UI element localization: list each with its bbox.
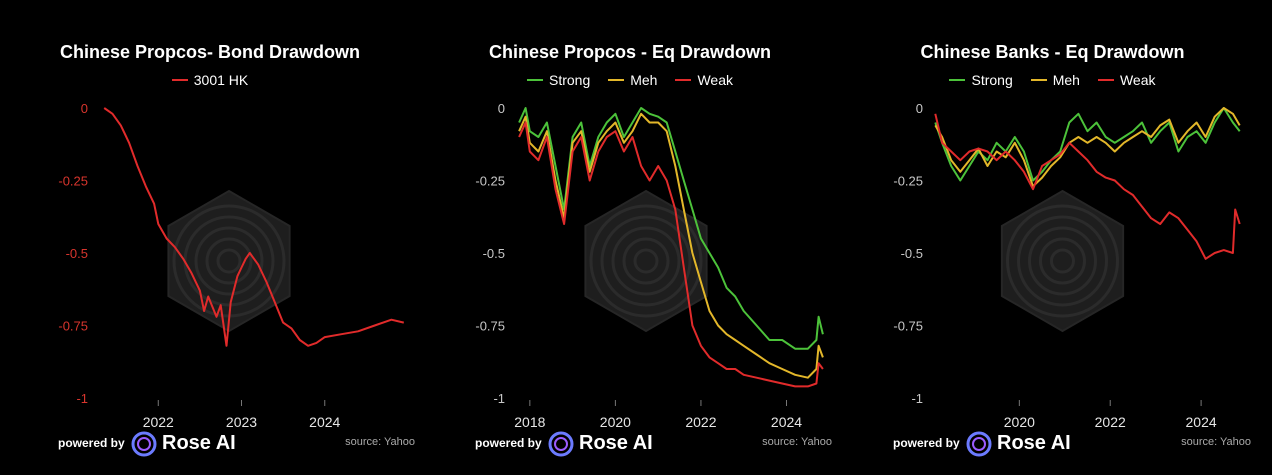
legend-swatch — [171, 79, 188, 81]
watermark-ring — [611, 226, 681, 296]
y-tick-label: -0.5 — [66, 246, 88, 261]
rose-ai-logo-icon — [131, 431, 157, 457]
legend-label: Strong — [548, 72, 591, 88]
legend-label: 3001 HK — [193, 72, 249, 88]
watermark-ring — [633, 248, 659, 274]
watermark-ring — [589, 204, 703, 318]
chart-footer: powered by Rose AI source: Yahoo — [475, 430, 832, 460]
x-tick-label: 2018 — [514, 414, 545, 430]
watermark-ring — [205, 237, 253, 285]
chart-title: Chinese Propcos - Eq Drawdown — [488, 42, 772, 62]
brand-name: Rose AI — [579, 432, 653, 454]
x-tick-label: 2023 — [226, 414, 257, 430]
watermark-ring — [622, 237, 670, 285]
x-tick-label: 2024 — [309, 414, 340, 430]
legend-label: Meh — [1052, 72, 1080, 88]
legend-swatch — [1030, 79, 1047, 81]
source-label: source: Yahoo — [762, 436, 832, 448]
legend-swatch — [675, 79, 692, 81]
x-tick-label: 2022 — [1095, 414, 1126, 430]
chart-title: Chinese Propcos- Bond Drawdown — [59, 42, 361, 62]
chart-plot: 0 -0.25 -0.5 -0.75 -1 2020 2022 2024 — [893, 101, 1241, 430]
series-line-weak — [518, 121, 824, 388]
series-line-weak — [934, 113, 1241, 260]
legend-item: Weak — [675, 72, 733, 88]
x-tick-label: 2024 — [1186, 414, 1217, 430]
source-label: source: Yahoo — [345, 436, 415, 448]
chart-panel-2: Chinese Propcos - Eq Drawdown Strong Meh… — [420, 0, 840, 475]
watermark-logo-icon — [1000, 189, 1125, 333]
watermark-ring — [600, 215, 692, 307]
x-tick-label: 2020 — [600, 414, 631, 430]
chart-legend: Strong Meh Weak — [420, 72, 840, 88]
legend-swatch — [526, 79, 543, 81]
legend-label: Meh — [630, 72, 658, 88]
y-tick-label: -0.5 — [483, 246, 505, 261]
brand-name: Rose AI — [162, 432, 236, 454]
powered-by-label: powered by — [475, 436, 542, 450]
powered-by-label: powered by — [58, 436, 125, 450]
series-line-strong — [934, 107, 1241, 182]
chart-panel-1: Chinese Propcos- Bond Drawdown 3001 HK 0… — [0, 0, 420, 475]
x-tick-label: 2024 — [771, 414, 802, 430]
rose-ai-logo-icon — [548, 431, 574, 457]
watermark-ring — [1039, 237, 1086, 285]
legend-label: Strong — [971, 72, 1013, 88]
legend-swatch — [949, 79, 966, 81]
y-tick-label: 0 — [498, 101, 505, 116]
source-label: source: Yahoo — [1181, 436, 1251, 448]
chart-footer: powered by Rose AI source: Yahoo — [58, 430, 415, 460]
x-tick-label: 2022 — [143, 414, 174, 430]
chart-plot: 0 -0.25 -0.5 -0.75 -1 2022 2023 2024 — [58, 101, 405, 430]
legend-label: Weak — [1119, 72, 1156, 88]
watermark-ring — [1017, 215, 1108, 307]
series-line-3001-hk — [103, 107, 405, 347]
chart-legend: 3001 HK — [0, 72, 420, 88]
x-tick-label: 2022 — [685, 414, 716, 430]
legend-swatch — [608, 79, 625, 81]
legend-item: Meh — [608, 72, 657, 88]
series-line-meh — [518, 112, 824, 379]
y-tick-label: -1 — [76, 391, 88, 406]
rose-ai-logo-icon — [966, 431, 992, 457]
legend-item: Weak — [1097, 72, 1156, 88]
y-tick-label: -0.75 — [475, 319, 505, 334]
legend-item: Strong — [526, 72, 591, 88]
watermark-logo-icon — [584, 189, 708, 333]
watermark-ring — [1028, 226, 1097, 296]
y-tick-label: -1 — [911, 391, 923, 406]
powered-by-label: powered by — [893, 436, 960, 450]
legend-item: Strong — [949, 72, 1013, 88]
y-tick-label: -0.25 — [58, 174, 88, 189]
chart-plot: 0 -0.25 -0.5 -0.75 -1 2018 2020 2022 2024 — [475, 101, 824, 430]
series-line-meh — [934, 107, 1241, 188]
chart-legend: Strong Meh Weak — [840, 72, 1265, 88]
y-tick-label: -0.75 — [893, 319, 923, 334]
chart-footer: powered by Rose AI source: Yahoo — [893, 430, 1251, 460]
watermark-ring — [1006, 204, 1119, 318]
chart-panel-3: Chinese Banks - Eq Drawdown Strong Meh W… — [840, 0, 1265, 475]
chart-title: Chinese Banks - Eq Drawdown — [920, 42, 1185, 62]
legend-item: Meh — [1030, 72, 1080, 88]
y-tick-label: -0.5 — [901, 246, 923, 261]
y-tick-label: -1 — [493, 391, 505, 406]
legend-label: Weak — [697, 72, 734, 88]
watermark-ring — [194, 226, 264, 296]
brand-name: Rose AI — [997, 432, 1071, 454]
watermark-ring — [216, 248, 242, 274]
y-tick-label: -0.75 — [58, 319, 88, 334]
x-tick-label: 2020 — [1004, 414, 1035, 430]
y-tick-label: -0.25 — [475, 174, 505, 189]
watermark-ring — [1050, 248, 1075, 274]
legend-item: 3001 HK — [171, 72, 249, 88]
legend-swatch — [1097, 79, 1114, 81]
y-tick-label: 0 — [81, 101, 88, 116]
y-tick-label: -0.25 — [893, 174, 923, 189]
y-tick-label: 0 — [916, 101, 923, 116]
series-line-strong — [518, 107, 824, 350]
watermark-logo-icon — [167, 189, 291, 333]
